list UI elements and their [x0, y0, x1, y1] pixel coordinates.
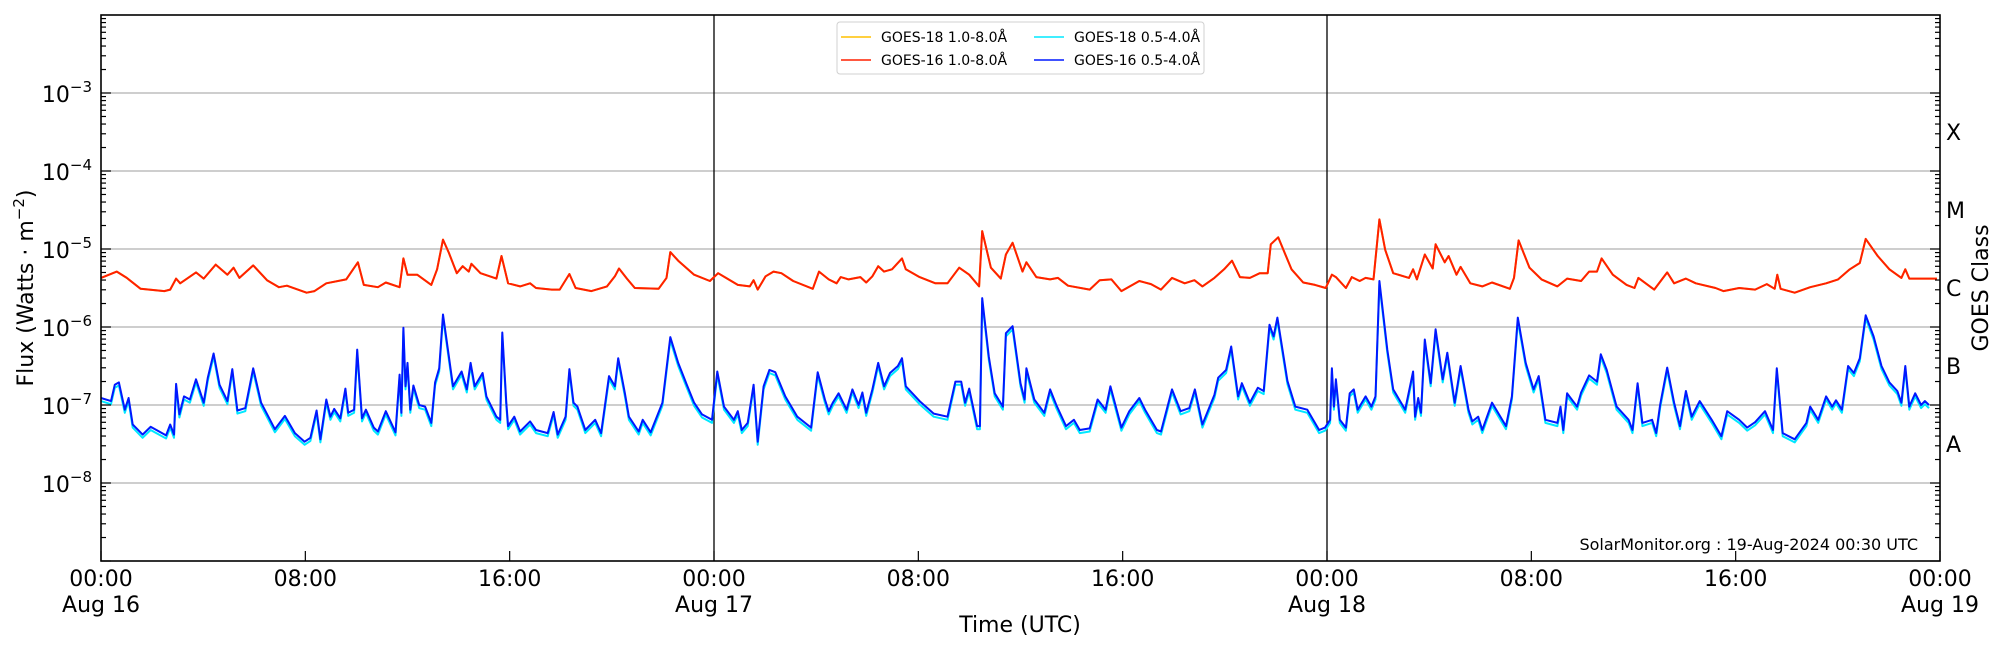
- y-axis-label: Flux (Watts · m−2): [10, 190, 39, 387]
- x-tick-time-label: 00:00: [1908, 567, 1971, 592]
- x-tick-date-label: Aug 19: [1901, 593, 1979, 618]
- y-tick-label: 10−7: [42, 390, 92, 420]
- legend-box: [836, 21, 1205, 75]
- x-tick-time-label: 08:00: [274, 567, 337, 592]
- goes-class-m: M: [1946, 199, 1965, 224]
- y-tick-label: 10−5: [42, 234, 92, 264]
- goes-class-labels: X M C B A: [1946, 121, 1965, 458]
- gridlines: [101, 92, 1940, 484]
- x-tick-time-label: 00:00: [69, 567, 132, 592]
- legend-label: GOES-18 0.5-4.0Å: [1074, 29, 1200, 46]
- y-tick-label: 10−6: [42, 312, 92, 342]
- x-tick-time-label: 00:00: [1295, 567, 1358, 592]
- source-annotation: SolarMonitor.org : 19-Aug-2024 00:30 UTC: [1579, 535, 1918, 554]
- legend: GOES-18 1.0-8.0Å GOES-16 1.0-8.0Å GOES-18 …: [836, 21, 1205, 75]
- y-tick-label: 10−4: [42, 156, 92, 186]
- goes-class-a: A: [1946, 433, 1961, 458]
- y-tick-labels: 10−8 10−7 10−6 10−5 10−4 10−3: [42, 78, 92, 498]
- y-tick-label: 10−3: [42, 78, 92, 108]
- x-tick-time-label: 08:00: [1500, 567, 1563, 592]
- axes: [100, 14, 1941, 562]
- x-tick-time-label: 16:00: [1704, 567, 1767, 592]
- plot-frame: [100, 14, 1941, 562]
- x-tick-date-label: Aug 16: [62, 593, 140, 618]
- right-axis-label: GOES Class: [1969, 224, 1994, 351]
- goes-class-c: C: [1946, 277, 1961, 302]
- series-line-goes-16-0-5-4-0-: [100, 280, 1930, 443]
- series-line-goes-16-1-0-8-0-: [100, 218, 1937, 294]
- x-tick-date-label: Aug 17: [675, 593, 753, 618]
- x-tick-time-label: 16:00: [1091, 567, 1154, 592]
- series-line-goes-18-0-5-4-0-: [100, 283, 1930, 446]
- series-line-goes-18-1-0-8-0-: [100, 218, 1937, 294]
- legend-label: GOES-16 0.5-4.0Å: [1074, 52, 1200, 69]
- x-tick-time-label: 16:00: [478, 567, 541, 592]
- day-separators: [713, 15, 1328, 561]
- y-tick-label: 10−8: [42, 468, 92, 498]
- plot-series: [100, 218, 1937, 446]
- legend-label: GOES-16 1.0-8.0Å: [881, 52, 1007, 69]
- goes-class-b: B: [1946, 355, 1961, 380]
- x-axis-label: Time (UTC): [958, 613, 1081, 638]
- x-tick-date-label: Aug 18: [1288, 593, 1366, 618]
- x-tick-time-label: 00:00: [682, 567, 745, 592]
- goes-class-x: X: [1946, 121, 1961, 146]
- legend-label: GOES-18 1.0-8.0Å: [881, 29, 1007, 46]
- x-tick-time-label: 08:00: [887, 567, 950, 592]
